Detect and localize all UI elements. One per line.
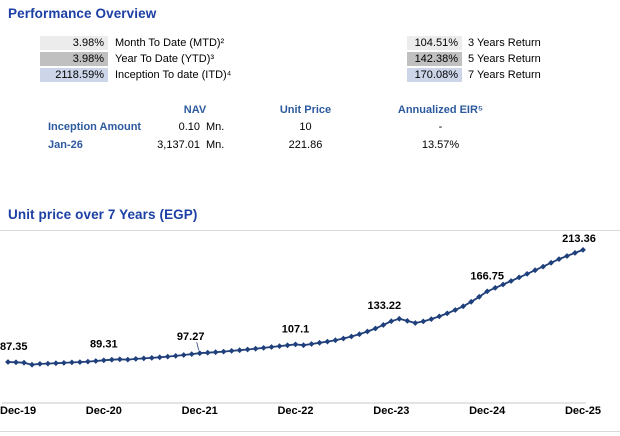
itd-label: Inception To date (ITD)⁴: [115, 69, 232, 81]
inception-unit-price-value: 10: [299, 121, 312, 133]
chart-data-label: 107.1: [282, 323, 310, 335]
chart-data-label: 166.75: [470, 270, 504, 282]
page-bottom-divider: [0, 431, 620, 432]
current-nav-unit: Mn.: [206, 139, 225, 151]
x-axis-tick-label: Dec-23: [373, 405, 410, 417]
nav-table: NAV Unit Price Annualized EIR⁵ Inception…: [0, 95, 620, 165]
current-eir-value: 13.57%: [421, 139, 460, 151]
inception-nav-value: 0.10: [178, 121, 200, 133]
chart-data-label: 87.35: [0, 341, 28, 353]
return-7y-value-box: 170.08%: [407, 68, 462, 82]
x-axis-tick-label: Dec-25: [564, 405, 602, 417]
unit-price-chart-title: Unit price over 7 Years (EGP): [8, 207, 198, 222]
current-unit-price-value: 221.86: [288, 139, 323, 151]
return-5y-value-box: 142.38%: [407, 52, 462, 66]
return-3y-label: 3 Years Return: [468, 37, 541, 49]
chart-data-label: 133.22: [367, 300, 401, 312]
mtd-value-box: 3.98%: [40, 36, 108, 50]
unit-price-line-chart: 87.35 89.31 97.27 107.1 133.22 166.75 213.36: [0, 232, 620, 404]
data-label-leader-line: [196, 342, 200, 351]
unit-price-column-header: Unit Price: [279, 104, 332, 116]
return-3y-value-box: 104.51%: [407, 36, 462, 50]
current-date-row-label: Jan-26: [48, 139, 83, 151]
unit-price-chart-svg: 87.35 89.31 97.27 107.1 133.22 166.75 213.36: [0, 233, 596, 404]
inception-amount-row-label: Inception Amount: [48, 121, 142, 133]
inception-eir-value: -: [438, 121, 443, 133]
chart-data-label: 89.31: [90, 338, 118, 350]
mtd-label: Month To Date (MTD)²: [115, 37, 225, 49]
chart-data-label: 97.27: [177, 331, 205, 343]
return-5y-label: 5 Years Return: [468, 53, 541, 65]
current-nav-value: 3,137.01: [157, 139, 200, 151]
x-axis-tick-label: Dec-22: [277, 405, 314, 417]
chart-data-label: 213.36: [562, 233, 596, 245]
annualized-eir-column-header: Annualized EIR⁵: [397, 104, 484, 116]
chart-title-divider: [0, 230, 620, 231]
x-axis-tick-label: Dec-20: [85, 405, 122, 417]
x-axis-tick-label: Dec-19: [0, 405, 37, 417]
ytd-value-box: 3.98%: [40, 52, 108, 66]
unit-price-series-markers: [5, 247, 586, 368]
x-axis-tick-label: Dec-24: [469, 405, 506, 417]
ytd-label: Year To Date (YTD)³: [115, 53, 215, 65]
nav-column-header: NAV: [183, 104, 207, 116]
chart-x-axis: Dec-19 Dec-20 Dec-21 Dec-22 Dec-23 Dec-24 Dec-…: [0, 405, 620, 421]
inception-nav-unit: Mn.: [206, 121, 225, 133]
x-axis-tick-label: Dec-21: [181, 405, 218, 417]
performance-overview-title: Performance Overview: [8, 6, 157, 21]
itd-value-box: 2118.59%: [40, 68, 108, 82]
return-7y-label: 7 Years Return: [468, 69, 541, 81]
